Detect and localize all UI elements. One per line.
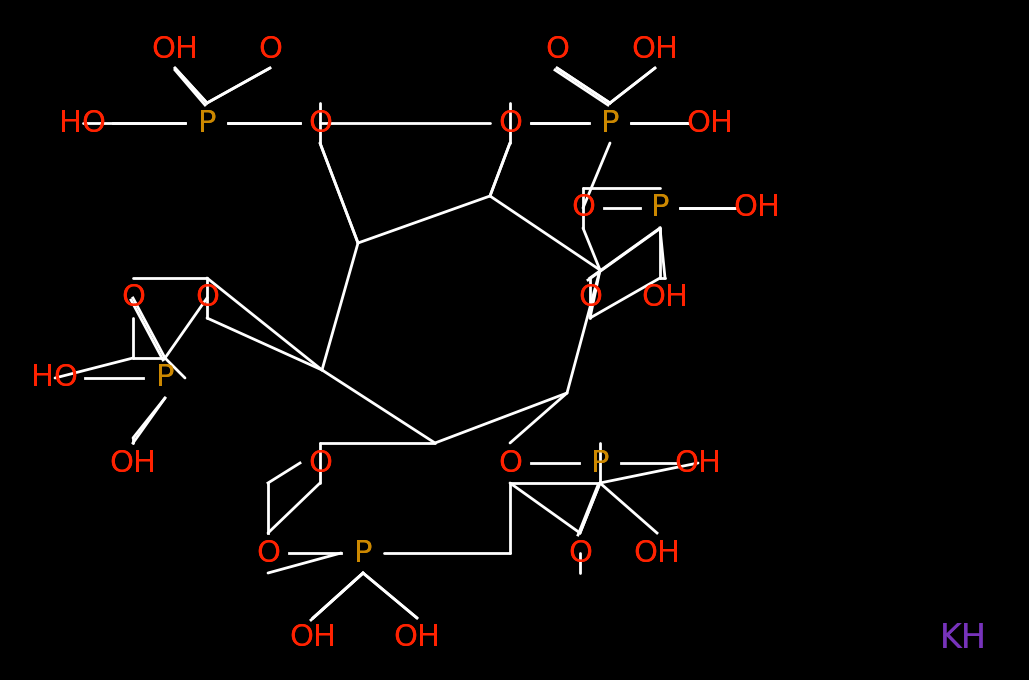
Text: P: P [591, 449, 609, 477]
Text: O: O [308, 109, 332, 137]
Text: O: O [578, 284, 602, 313]
Text: OH: OH [632, 35, 678, 65]
Text: HO: HO [32, 364, 78, 392]
Text: OH: OH [634, 539, 680, 568]
Text: O: O [196, 284, 219, 313]
Text: OH: OH [632, 35, 678, 65]
Text: P: P [354, 539, 372, 568]
Text: O: O [498, 449, 522, 477]
Text: OH: OH [734, 194, 781, 222]
Text: O: O [196, 284, 219, 313]
Text: OH: OH [641, 284, 688, 313]
Text: P: P [601, 109, 619, 137]
Text: O: O [258, 35, 282, 65]
Text: OH: OH [289, 624, 336, 653]
Text: OH: OH [634, 539, 680, 568]
Text: O: O [308, 449, 332, 477]
Text: O: O [571, 194, 595, 222]
Text: O: O [256, 539, 280, 568]
Text: OH: OH [109, 449, 156, 477]
Text: O: O [258, 35, 282, 65]
Text: O: O [121, 284, 145, 313]
Text: O: O [568, 539, 592, 568]
Text: HO: HO [60, 109, 106, 137]
Text: OH: OH [686, 109, 734, 137]
Text: OH: OH [686, 109, 734, 137]
Text: OH: OH [151, 35, 199, 65]
Text: KH: KH [939, 622, 987, 654]
Text: O: O [121, 284, 145, 313]
Text: P: P [601, 109, 619, 137]
Text: OH: OH [674, 449, 721, 477]
Text: OH: OH [393, 624, 440, 653]
Text: O: O [571, 194, 595, 222]
Text: KH: KH [939, 622, 987, 654]
Text: P: P [354, 539, 372, 568]
Text: OH: OH [109, 449, 156, 477]
Text: O: O [498, 449, 522, 477]
Text: P: P [198, 109, 216, 137]
Text: OH: OH [734, 194, 781, 222]
Text: O: O [545, 35, 569, 65]
Text: P: P [650, 194, 669, 222]
Text: P: P [155, 364, 174, 392]
Text: O: O [498, 109, 522, 137]
Text: P: P [650, 194, 669, 222]
Text: P: P [591, 449, 609, 477]
Text: HO: HO [60, 109, 106, 137]
Text: O: O [498, 109, 522, 137]
Text: O: O [545, 35, 569, 65]
Text: O: O [256, 539, 280, 568]
Text: OH: OH [674, 449, 721, 477]
Text: P: P [155, 364, 174, 392]
Text: OH: OH [151, 35, 199, 65]
Text: HO: HO [32, 364, 78, 392]
Text: O: O [568, 539, 592, 568]
Text: O: O [578, 284, 602, 313]
Text: OH: OH [289, 624, 336, 653]
Text: O: O [308, 449, 332, 477]
Text: O: O [308, 109, 332, 137]
Text: P: P [198, 109, 216, 137]
Text: OH: OH [641, 284, 688, 313]
Text: OH: OH [393, 624, 440, 653]
